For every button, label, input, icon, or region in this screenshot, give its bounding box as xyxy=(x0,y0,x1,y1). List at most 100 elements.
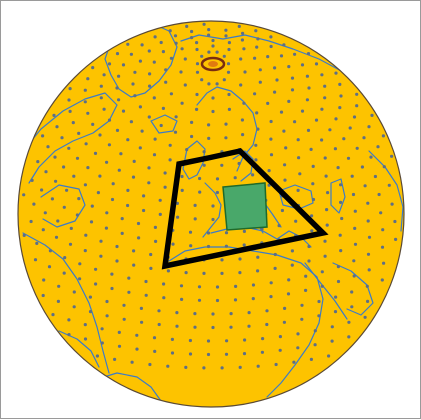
grid-point xyxy=(117,98,121,102)
grid-point xyxy=(193,325,197,329)
grid-point xyxy=(91,122,95,126)
grid-point xyxy=(293,52,297,56)
grid-point xyxy=(366,201,370,205)
grid-point xyxy=(224,231,229,235)
grid-point xyxy=(126,188,130,192)
grid-point xyxy=(283,306,287,310)
grid-point xyxy=(366,299,370,303)
grid-point xyxy=(153,349,157,353)
grid-point xyxy=(393,219,397,224)
grid-point xyxy=(310,229,314,233)
grid-point xyxy=(282,43,286,47)
grid-point xyxy=(269,35,273,39)
grid-point xyxy=(113,357,117,361)
grid-point xyxy=(42,278,46,282)
grid-point xyxy=(296,188,300,192)
grid-point xyxy=(340,216,344,221)
grid-point xyxy=(99,96,103,100)
grid-point xyxy=(256,255,260,259)
grid-point xyxy=(251,283,256,287)
grid-point xyxy=(283,178,287,182)
grid-point xyxy=(100,327,104,331)
grid-point xyxy=(183,57,187,61)
grid-point xyxy=(298,172,302,176)
grid-point xyxy=(333,310,338,314)
grid-point xyxy=(390,154,394,158)
grid-point xyxy=(171,242,175,246)
grid-point xyxy=(373,174,377,179)
grid-point xyxy=(305,74,309,78)
grid-point xyxy=(22,193,26,197)
grid-point xyxy=(202,150,206,154)
grid-point xyxy=(300,317,304,321)
grid-point xyxy=(117,344,122,348)
grid-point xyxy=(267,169,271,173)
grid-point xyxy=(195,41,199,45)
grid-point xyxy=(227,92,231,97)
grid-point xyxy=(180,47,184,51)
grid-point xyxy=(256,364,260,368)
grid-point xyxy=(352,274,356,278)
grid-point xyxy=(71,121,75,125)
grid-point xyxy=(287,278,291,282)
grid-point xyxy=(287,99,291,103)
grid-point xyxy=(54,235,59,239)
grid-point xyxy=(110,197,115,202)
grid-point xyxy=(265,309,269,313)
grid-point xyxy=(297,156,301,160)
grid-point xyxy=(169,56,173,60)
grid-point xyxy=(224,28,228,32)
grid-point xyxy=(323,156,327,160)
grid-point xyxy=(197,285,202,289)
grid-point xyxy=(273,90,277,94)
grid-point xyxy=(67,318,71,322)
grid-point xyxy=(379,211,383,215)
grid-point xyxy=(367,235,372,239)
grid-point xyxy=(126,42,130,46)
grid-point xyxy=(256,269,260,273)
grid-point xyxy=(78,262,82,266)
coastline-british-isles xyxy=(182,140,206,180)
grid-point xyxy=(377,192,381,197)
grid-point xyxy=(131,175,136,179)
grid-point xyxy=(320,270,324,274)
grid-point xyxy=(142,194,146,198)
grid-point xyxy=(253,92,257,96)
grid-point xyxy=(350,174,354,178)
grid-point xyxy=(152,153,157,157)
grid-point xyxy=(190,29,194,34)
grid-point xyxy=(162,282,166,286)
grid-point xyxy=(135,347,139,351)
grid-point xyxy=(314,62,319,66)
grid-point xyxy=(287,65,291,69)
grid-point xyxy=(88,310,93,314)
grid-point xyxy=(55,125,59,129)
grid-point xyxy=(226,62,231,66)
grid-point xyxy=(317,314,321,318)
grid-point xyxy=(237,161,241,166)
grid-point xyxy=(77,197,81,201)
grid-point xyxy=(40,188,44,192)
grid-point xyxy=(78,277,82,281)
grid-point xyxy=(153,35,157,39)
grid-point xyxy=(366,252,371,256)
grid-point xyxy=(159,123,163,128)
grid-point xyxy=(193,217,197,221)
grid-point xyxy=(83,323,87,327)
grid-point xyxy=(44,170,48,174)
grid-point xyxy=(190,134,194,139)
coastline-iceland xyxy=(150,114,178,134)
grid-point xyxy=(120,231,124,235)
grid-point xyxy=(227,47,231,52)
grid-point xyxy=(307,259,311,263)
grid-point xyxy=(133,70,137,74)
grid-point xyxy=(183,83,187,87)
grid-point xyxy=(54,179,58,183)
grid-point xyxy=(91,66,95,70)
grid-point xyxy=(161,50,165,54)
grid-point xyxy=(338,82,342,86)
grid-point xyxy=(176,215,180,219)
grid-point xyxy=(233,298,238,302)
grid-point xyxy=(251,173,255,177)
